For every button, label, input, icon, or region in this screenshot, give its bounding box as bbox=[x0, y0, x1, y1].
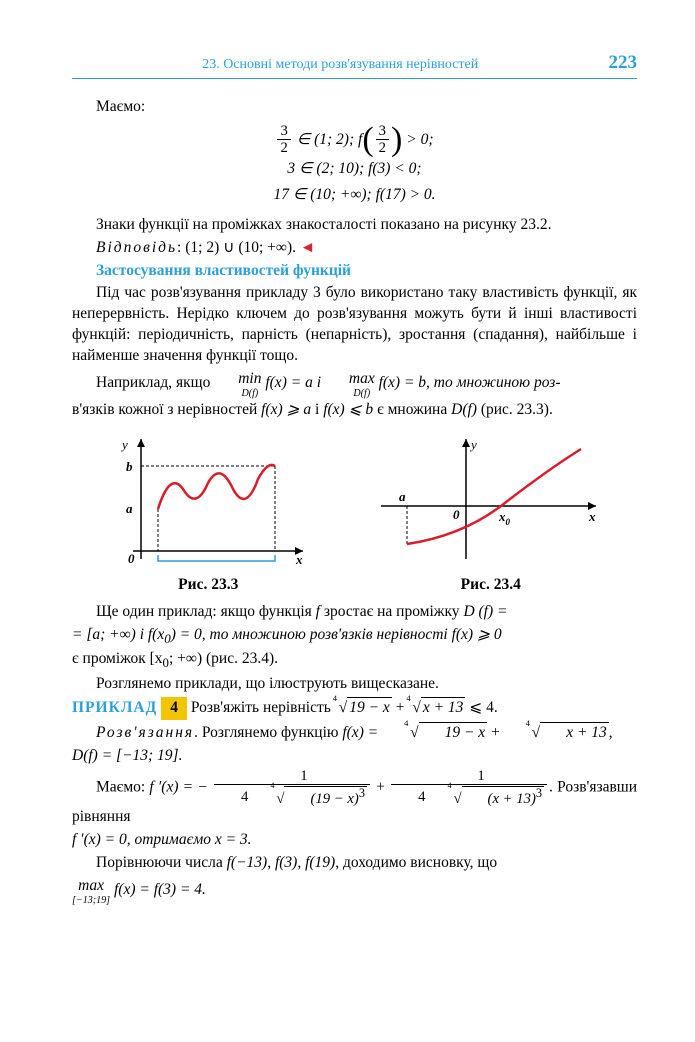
svg-text:x: x bbox=[295, 552, 303, 566]
paragraph-another-1: Ще один приклад: якщо функція f зростає … bbox=[72, 602, 637, 623]
textbook-page: 23. Основні методи розв'язування нерівно… bbox=[0, 0, 695, 1042]
example-number: 4 bbox=[161, 697, 187, 720]
text-maemo: Маємо: bbox=[72, 97, 637, 118]
figure-23-3: y b a 0 x D(f) Рис. 23.3 bbox=[98, 431, 318, 596]
fig-caption-2: Рис. 23.4 bbox=[371, 575, 611, 596]
svg-text:a: a bbox=[126, 501, 133, 516]
paragraph-another-2: = [a; +∞) і f(x0) = 0, то множиною розв'… bbox=[72, 625, 637, 648]
answer-line: Відповідь: (1; 2) ∪ (10; +∞). ◄ bbox=[72, 238, 637, 259]
figure-23-4: y a 0 x0 x Рис. 23.4 bbox=[371, 431, 611, 596]
math-display-1: 32 ∈ (1; 2); f(32) > 0; 3 ∈ (2; 10); f(3… bbox=[72, 124, 637, 209]
svg-text:x: x bbox=[588, 509, 596, 524]
solution-compare: Порівнюючи числа f(−13), f(3), f(19), до… bbox=[72, 853, 637, 874]
paragraph-minmax-2: в'язків кожної з нерівностей f(x) ⩾ a і … bbox=[72, 400, 637, 421]
svg-text:0: 0 bbox=[453, 507, 460, 522]
example-label: ПРИКЛАД bbox=[72, 699, 157, 716]
svg-text:0: 0 bbox=[128, 551, 135, 566]
solution-domain: D(f) = [−13; 19]. bbox=[72, 746, 637, 767]
paragraph-minmax-1: Наприклад, якщо minD(f) f(x) = a і maxD(… bbox=[72, 369, 637, 398]
figure-row: y b a 0 x D(f) Рис. 23.3 y a 0 x0 bbox=[72, 431, 637, 596]
paragraph-properties: Під час розв'язування прикладу 3 було ви… bbox=[72, 283, 637, 367]
chart-23-3: y b a 0 x D(f) bbox=[98, 431, 318, 566]
paragraph-another-3: є проміжок [x0; +∞) (рис. 23.4). bbox=[72, 649, 637, 672]
svg-text:y: y bbox=[469, 437, 477, 452]
end-marker-icon: ◄ bbox=[300, 239, 315, 256]
solution-line-1: Розв'язання. Розглянемо функцію f(x) = 4… bbox=[72, 722, 637, 744]
page-number: 223 bbox=[609, 50, 638, 76]
paragraph-consider: Розглянемо приклади, що ілюструють вищес… bbox=[72, 674, 637, 695]
example-4-statement: ПРИКЛАД4 Розв'яжіть нерівність 4√19 − x … bbox=[72, 697, 637, 720]
page-header: 23. Основні методи розв'язування нерівно… bbox=[72, 50, 637, 79]
fig-caption-1: Рис. 23.3 bbox=[98, 575, 318, 596]
chapter-title: 23. Основні методи розв'язування нерівно… bbox=[72, 56, 609, 75]
svg-text:b: b bbox=[126, 459, 133, 474]
solution-max: max[−13;19] f(x) = f(3) = 4. bbox=[72, 876, 637, 905]
svg-text:D(f): D(f) bbox=[201, 564, 224, 566]
solution-derivative: Маємо: f ′(x) = − 1 44√(19 − x)3 + 1 44√… bbox=[72, 769, 637, 828]
svg-text:y: y bbox=[120, 437, 128, 452]
chart-23-4: y a 0 x0 x bbox=[371, 431, 611, 566]
section-heading: Застосування властивостей функцій bbox=[72, 261, 637, 282]
solution-x3: f ′(x) = 0, отримаємо x = 3. bbox=[72, 830, 637, 851]
paragraph-signs: Знаки функції на проміжках знакосталості… bbox=[72, 215, 637, 236]
svg-text:x0: x0 bbox=[498, 509, 511, 527]
svg-text:a: a bbox=[399, 489, 406, 504]
